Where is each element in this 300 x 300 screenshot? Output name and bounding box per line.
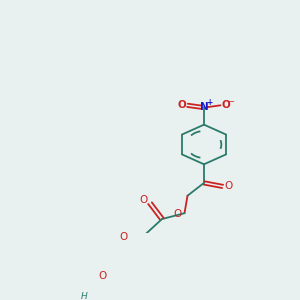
Text: H: H — [81, 292, 87, 300]
Text: O: O — [221, 100, 230, 110]
Text: O: O — [119, 232, 127, 242]
Text: N: N — [200, 102, 208, 112]
Text: +: + — [206, 98, 212, 107]
Text: O: O — [174, 209, 182, 219]
Text: O: O — [140, 195, 148, 205]
Text: O: O — [98, 271, 106, 281]
Text: −: − — [227, 97, 235, 106]
Text: O: O — [224, 182, 233, 191]
Text: O: O — [178, 100, 187, 110]
